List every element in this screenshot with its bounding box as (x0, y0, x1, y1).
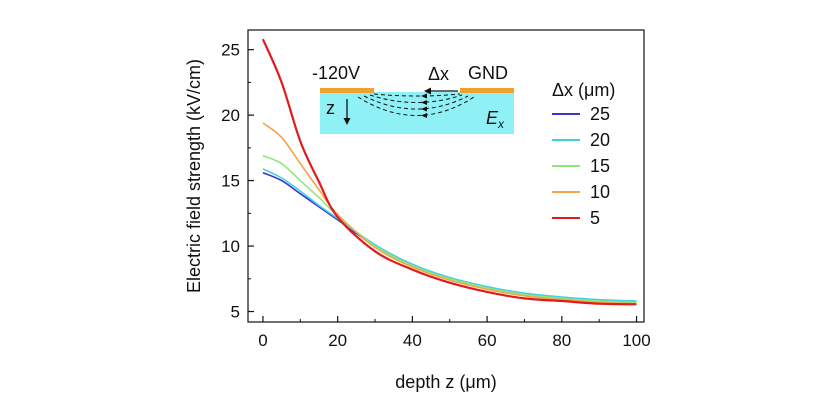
y-tick-label: 15 (221, 172, 240, 191)
x-tick-label: 60 (478, 331, 497, 350)
plot-frame (247, 29, 645, 323)
legend: Δx (μm) 25 20 15 10 5 (552, 80, 615, 228)
legend-label-10: 10 (590, 182, 610, 202)
right-electrode (460, 88, 514, 93)
depth-arrow-head (343, 118, 351, 125)
gap-label: Δx (428, 64, 449, 84)
x-axis: 0 20 40 60 80 100 (258, 316, 651, 350)
y-axis-label: Electric field strength (kV/cm) (184, 59, 204, 293)
y-tick-label: 10 (221, 237, 240, 256)
left-voltage-label: -120V (312, 63, 360, 83)
legend-label-25: 25 (590, 104, 610, 124)
legend-title: Δx (μm) (552, 80, 615, 100)
legend-label-20: 20 (590, 130, 610, 150)
series-line-dx-10 (262, 122, 637, 305)
field-label: Ex (486, 108, 505, 131)
x-tick-label: 80 (552, 331, 571, 350)
depth-label: z (326, 98, 335, 118)
y-tick-label: 20 (221, 106, 240, 125)
y-tick-label: 5 (231, 303, 240, 322)
series-line-dx-20 (262, 168, 637, 302)
left-electrode (320, 88, 374, 93)
x-tick-label: 0 (258, 331, 267, 350)
x-tick-label: 100 (622, 331, 650, 350)
right-ground-label: GND (468, 63, 508, 83)
field-arrowheads (421, 93, 427, 118)
x-axis-label: depth z (μm) (395, 372, 496, 392)
gap-arrow-head (424, 87, 431, 95)
legend-label-5: 5 (590, 208, 600, 228)
x-tick-label: 40 (403, 331, 422, 350)
field-lines (357, 93, 475, 116)
y-tick-label: 25 (221, 41, 240, 60)
inset-schematic: -120V GND Δx z Ex (312, 63, 514, 134)
curves (261, 38, 637, 306)
y-axis: 5 10 15 20 25 (221, 41, 254, 322)
series-line-dx-5 (261, 38, 637, 306)
substrate (320, 92, 514, 134)
x-tick-label: 20 (328, 331, 347, 350)
legend-label-15: 15 (590, 156, 610, 176)
series-line-dx-15 (262, 154, 637, 304)
